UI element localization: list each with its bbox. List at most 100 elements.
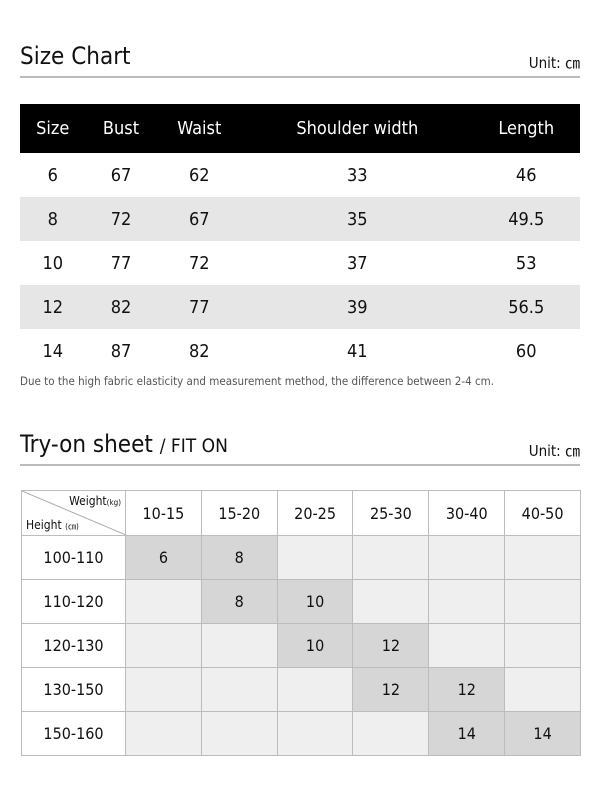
weight-label: Weight(kg) [69, 494, 121, 508]
table-cell: 82 [188, 340, 210, 362]
fit-cell [125, 623, 202, 668]
fit-title-main: Try-on sheet [20, 430, 153, 458]
fit-cell [276, 667, 354, 712]
fit-cell: 8 [200, 535, 278, 580]
table-row: 130-150 12 12 [21, 667, 581, 712]
fit-cell: 8 [200, 579, 278, 624]
height-range-header: 130-150 [21, 667, 126, 712]
table-cell: 67 [156, 197, 243, 241]
size-chart-unit: Unit: ㎝ [528, 54, 580, 72]
table-cell: 82 [85, 285, 157, 329]
table-cell: 39 [242, 285, 473, 329]
table-cell: 10 [42, 252, 64, 274]
size-note: Due to the high fabric elasticity and me… [20, 374, 494, 388]
table-cell: 6 [47, 164, 58, 186]
weight-range-header: 30-40 [428, 490, 506, 536]
weight-range-header: 15-20 [200, 490, 278, 536]
divider [20, 464, 580, 466]
height-unit: (㎝) [65, 522, 79, 531]
height-range-header: 100-110 [21, 535, 126, 580]
fit-cell [352, 535, 430, 580]
table-row: 120-130 10 12 [21, 623, 581, 668]
fit-cell [276, 711, 354, 756]
table-row: 6 67 62 33 46 [20, 153, 580, 197]
fit-cell [125, 579, 202, 624]
weight-range-header: 40-50 [504, 490, 581, 536]
fit-title-sub: / FIT ON [159, 435, 228, 457]
fit-cell [428, 623, 506, 668]
height-text: Height [26, 518, 62, 532]
fit-cell: 6 [125, 535, 202, 580]
fit-cell [428, 579, 506, 624]
table-row: 14 87 82 41 60 [20, 329, 580, 373]
fit-cell: 14 [428, 711, 506, 756]
height-range-header: 150-160 [21, 711, 126, 756]
fit-table: Weight(kg) Height (㎝) 10-15 15-20 20-25 25-… [21, 490, 581, 756]
table-cell: 77 [156, 285, 243, 329]
table-cell: 60 [515, 340, 537, 362]
diagonal-line [22, 491, 126, 535]
table-cell: 41 [346, 340, 368, 362]
weight-range-header: 10-15 [125, 490, 202, 536]
column-header: Shoulder width [242, 104, 473, 153]
table-row: 110-120 8 10 [21, 579, 581, 624]
weight-text: Weight [69, 494, 107, 508]
table-cell: 87 [110, 340, 132, 362]
table-row: 12 82 77 39 56.5 [20, 285, 580, 329]
fit-cell [200, 667, 278, 712]
size-chart-title: Size Chart [20, 42, 131, 70]
fit-sheet-title: Try-on sheet / FIT ON [20, 430, 228, 458]
table-cell: 72 [188, 252, 210, 274]
column-header: Size [20, 104, 86, 153]
height-range-header: 110-120 [21, 579, 126, 624]
weight-range-header: 20-25 [276, 490, 354, 536]
table-row: 8 72 67 35 49.5 [20, 197, 580, 241]
table-row: 100-110 6 8 [21, 535, 581, 580]
fit-cell [352, 711, 430, 756]
table-row: 10 77 72 37 53 [20, 241, 580, 285]
fit-cell [504, 579, 581, 624]
table-cell: 12 [20, 285, 86, 329]
fit-cell [504, 623, 581, 668]
table-cell: 56.5 [472, 285, 580, 329]
table-row: 150-160 14 14 [21, 711, 581, 756]
fit-cell: 12 [352, 623, 430, 668]
table-cell: 62 [188, 164, 210, 186]
column-header: Length [472, 104, 580, 153]
fit-cell: 12 [428, 667, 506, 712]
table-cell: 77 [110, 252, 132, 274]
column-header: Bust [85, 104, 157, 153]
fit-cell [504, 535, 581, 580]
table-cell: 35 [242, 197, 473, 241]
height-label: Height (㎝) [26, 518, 79, 532]
fit-cell [125, 667, 202, 712]
divider [20, 76, 580, 78]
fit-cell: 10 [276, 623, 354, 668]
table-cell: 46 [515, 164, 537, 186]
fit-cell [200, 623, 278, 668]
fit-cell: 10 [276, 579, 354, 624]
weight-unit: (kg) [106, 498, 121, 507]
corner-header: Weight(kg) Height (㎝) [21, 490, 126, 536]
fit-cell: 12 [352, 667, 430, 712]
column-header: Waist [156, 104, 243, 153]
fit-cell [125, 711, 202, 756]
table-cell: 49.5 [472, 197, 580, 241]
fit-cell [504, 667, 581, 712]
height-range-header: 120-130 [21, 623, 126, 668]
table-cell: 67 [110, 164, 132, 186]
table-cell: 8 [20, 197, 86, 241]
size-table: Size Bust Waist Shoulder width Length 6 67 62 3… [20, 104, 580, 373]
table-cell: 14 [42, 340, 64, 362]
table-cell: 72 [85, 197, 157, 241]
table-cell: 53 [515, 252, 537, 274]
fit-sheet-unit: Unit: ㎝ [528, 442, 580, 460]
weight-range-header: 25-30 [352, 490, 430, 536]
fit-cell [352, 579, 430, 624]
fit-cell [428, 535, 506, 580]
table-cell: 37 [346, 252, 368, 274]
fit-cell: 14 [504, 711, 581, 756]
fit-cell [200, 711, 278, 756]
table-cell: 33 [346, 164, 368, 186]
fit-cell [276, 535, 354, 580]
